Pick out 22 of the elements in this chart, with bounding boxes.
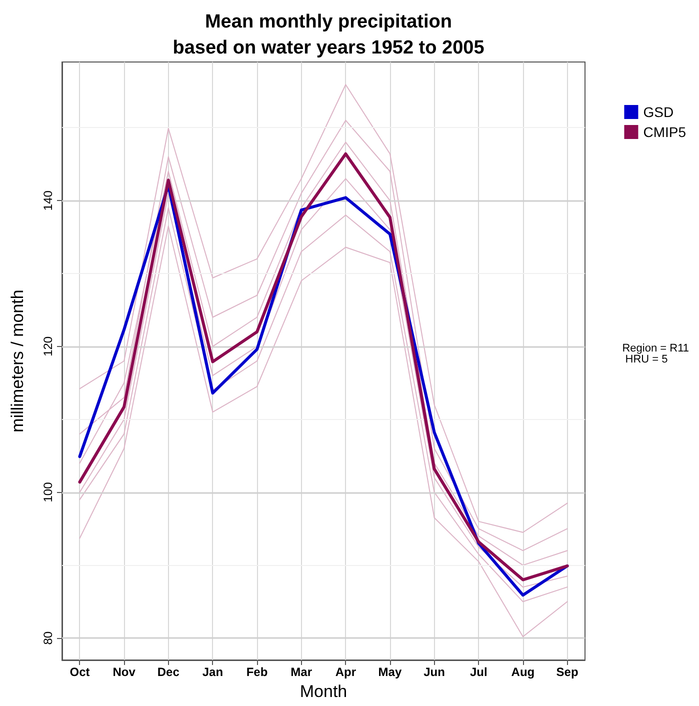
x-tick-label: Jan (202, 665, 224, 679)
x-tick-label: Oct (70, 665, 90, 679)
y-tick-label: 120 (41, 336, 55, 356)
legend-label: CMIP5 (643, 124, 686, 140)
x-tick-label: Jul (470, 665, 488, 679)
x-tick-label: Sep (556, 665, 578, 679)
x-axis-title: Month (300, 682, 348, 701)
x-tick-label: Nov (112, 665, 136, 679)
x-tick-label: Apr (335, 665, 356, 679)
text: Region = R11 HRU = 5 (622, 342, 690, 366)
x-tick-label: Jun (424, 665, 445, 679)
x-tick-label: Mar (290, 665, 312, 679)
x-tick-label: May (378, 665, 402, 679)
x-tick-label: Dec (157, 665, 180, 679)
y-tick-label: 140 (41, 190, 55, 211)
x-tick-label: Feb (246, 665, 268, 679)
legend-label: GSD (643, 104, 674, 120)
x-tick-label: Aug (511, 665, 535, 679)
y-tick-label: 100 (41, 482, 55, 502)
y-axis-title: millimeters / month (8, 290, 27, 432)
y-tick-label: 80 (41, 631, 55, 645)
chart-title: Mean monthly precipitation based on water years 1952 to 2005 (172, 12, 485, 58)
